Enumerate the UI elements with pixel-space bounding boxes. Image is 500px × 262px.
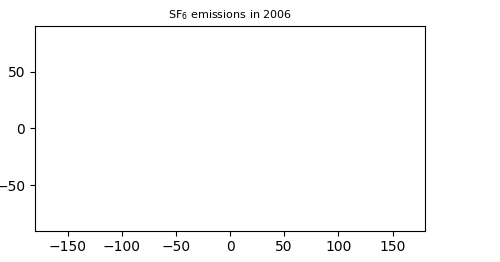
Title: SF$_6$ emissions in 2006: SF$_6$ emissions in 2006 xyxy=(168,8,292,22)
